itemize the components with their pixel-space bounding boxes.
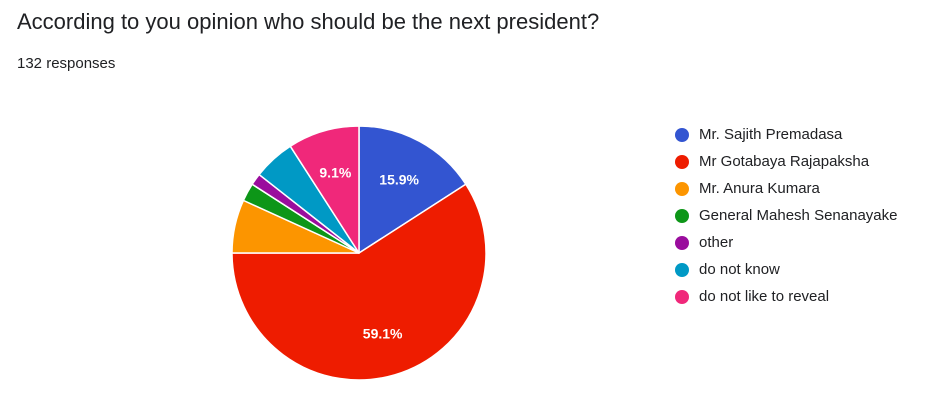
legend-item-mr-anura-kumara[interactable]: Mr. Anura Kumara [675, 175, 897, 202]
response-count: 132 responses [17, 55, 116, 72]
question-title: According to you opinion who should be t… [17, 9, 600, 34]
legend-swatch-icon [675, 289, 689, 304]
legend-swatch-icon [675, 127, 689, 142]
legend-swatch-icon [675, 235, 689, 250]
legend-item-do-not-like-to-reveal[interactable]: do not like to reveal [675, 283, 897, 310]
legend-swatch-icon [675, 208, 689, 223]
slice-label-mr-gotabaya-rajapaksha: 59.1% [363, 325, 403, 341]
legend-label: do not like to reveal [699, 288, 830, 305]
legend-label: General Mahesh Senanayake [699, 207, 898, 224]
legend-swatch-icon [675, 262, 689, 277]
slice-label-mr-sajith-premadasa: 15.9% [379, 171, 419, 187]
chart-legend: Mr. Sajith Premadasa Mr Gotabaya Rajapaks… [675, 121, 897, 310]
legend-label: Mr. Anura Kumara [699, 180, 820, 197]
legend-item-do-not-know[interactable]: do not know [675, 256, 897, 283]
legend-item-general-mahesh-senanayake[interactable]: General Mahesh Senanayake [675, 202, 897, 229]
pie-slice-mr-gotabaya-rajapaksha[interactable] [231, 183, 487, 381]
legend-item-other[interactable]: other [675, 229, 897, 256]
slice-label-do-not-like-to-reveal: 9.1% [319, 165, 351, 181]
legend-label: do not know [699, 261, 780, 278]
pie-slice-mr-sajith-premadasa[interactable] [358, 125, 467, 254]
legend-swatch-icon [675, 154, 689, 169]
legend-label: Mr. Sajith Premadasa [699, 126, 843, 143]
legend-swatch-icon [675, 181, 689, 196]
legend-item-mr-sajith-premadasa[interactable]: Mr. Sajith Premadasa [675, 121, 897, 148]
legend-label: other [699, 234, 734, 251]
legend-label: Mr Gotabaya Rajapaksha [699, 153, 870, 170]
legend-item-mr-gotabaya-rajapaksha[interactable]: Mr Gotabaya Rajapaksha [675, 148, 897, 175]
pie-slice-do-not-like-to-reveal[interactable] [289, 125, 360, 254]
